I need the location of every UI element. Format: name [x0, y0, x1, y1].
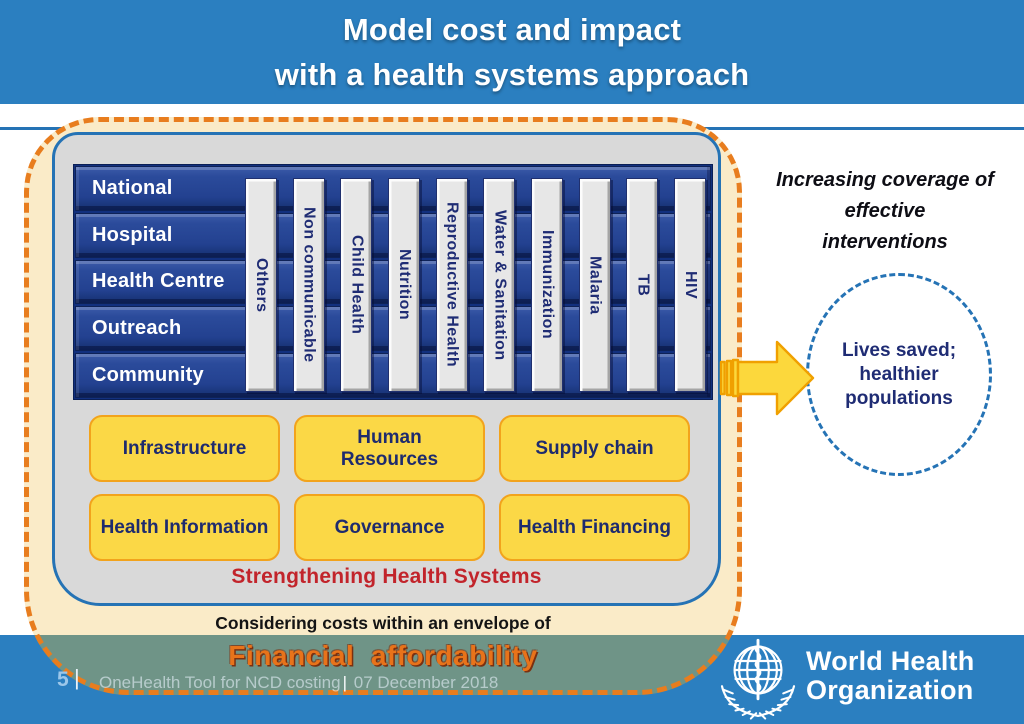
- footer-date: 07 December 2018: [353, 673, 499, 692]
- page-number: 5: [57, 668, 69, 691]
- block-arrow-right-icon: [719, 340, 815, 416]
- impact-line1: Lives saved;: [841, 339, 957, 361]
- pillar-hiv: HIV: [673, 178, 706, 392]
- pillar-non-communicable: Non communicable: [292, 178, 325, 392]
- pillar-others: Others: [245, 178, 277, 392]
- impact-line2: healthier: [859, 363, 939, 385]
- level-label: Health Centre: [92, 270, 225, 293]
- strengthening-caption: Strengthening Health Systems: [231, 565, 542, 588]
- block-supply-chain: Supply chain: [499, 415, 690, 482]
- level-label: Community: [92, 364, 204, 387]
- pillar-nutrition: Nutrition: [387, 178, 420, 392]
- pillar-label: Others: [253, 257, 270, 313]
- slide-title-line2: with a health systems approach: [274, 57, 750, 92]
- level-label: Hospital: [92, 223, 173, 246]
- level-label: National: [92, 176, 173, 199]
- pillar-child-health: Child Health: [340, 178, 373, 392]
- page-number-bar: |: [74, 665, 80, 690]
- delivery-matrix: National Hospital Health Centre Outreach…: [73, 164, 713, 400]
- pillar-label: Non communicable: [300, 207, 318, 363]
- pillar-label: TB: [634, 273, 652, 297]
- impact-circle: Lives saved; healthier populations: [806, 273, 992, 476]
- block-health-financing: Health Financing: [499, 494, 690, 561]
- footer-separator: |: [342, 673, 347, 692]
- footer-tool-text: OneHealth Tool for NCD costing: [99, 673, 341, 692]
- level-label: Outreach: [92, 317, 182, 340]
- pillar-label: Malaria: [586, 255, 604, 315]
- coverage-line3: interventions: [822, 231, 948, 253]
- slide-header: Model cost and impact with a health syst…: [0, 0, 1024, 104]
- block-health-information: Health Information: [89, 494, 280, 561]
- financial-affordability-caption: Financial affordability: [228, 640, 538, 671]
- pillar-label: Immunization: [538, 230, 556, 340]
- pillar-label: Reproductive Health: [443, 202, 461, 368]
- coverage-line2: effective: [844, 200, 926, 222]
- pillar-tb: TB: [626, 178, 659, 392]
- pillar-label: Water & Sanitation: [491, 209, 509, 361]
- considering-caption: Considering costs within an envelope of: [215, 613, 551, 633]
- pillar-immunization: Immunization: [530, 178, 563, 392]
- program-pillars: Others Non communicable Child Health Nut…: [245, 178, 706, 392]
- block-human-resources: Human Resources: [294, 415, 485, 482]
- building-blocks: Infrastructure Human Resources Supply ch…: [89, 415, 690, 561]
- who-name-line2: Organization: [806, 675, 974, 705]
- slide-title-line1: Model cost and impact: [342, 12, 682, 47]
- footer-credit: OneHealth Tool for NCD costing | 07 Decem…: [99, 673, 498, 693]
- block-governance: Governance: [294, 494, 485, 561]
- who-wordmark: World Health Organization: [806, 647, 974, 705]
- coverage-line1: Increasing coverage of: [776, 169, 994, 191]
- pillar-reproductive-health: Reproductive Health: [435, 178, 468, 392]
- impact-line3: populations: [845, 387, 953, 409]
- who-emblem-icon: [720, 638, 796, 720]
- pillar-malaria: Malaria: [578, 178, 611, 392]
- coverage-heading: Increasing coverage of effective interve…: [766, 165, 1004, 258]
- pillar-water-sanitation: Water & Sanitation: [483, 178, 516, 392]
- pillar-label: HIV: [681, 270, 699, 300]
- block-infrastructure: Infrastructure: [89, 415, 280, 482]
- who-name-line1: World Health: [806, 646, 975, 676]
- pillar-label: Child Health: [348, 235, 366, 335]
- pillar-label: Nutrition: [395, 249, 413, 321]
